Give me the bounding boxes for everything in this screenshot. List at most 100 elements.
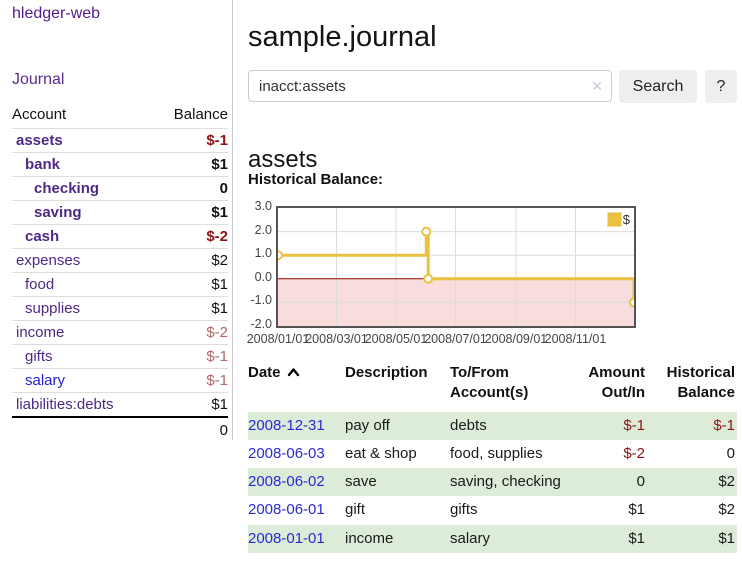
search-button[interactable]: Search [619, 70, 697, 103]
account-balance: $1 [211, 156, 228, 173]
transaction-date-link[interactable]: 2008-06-01 [248, 501, 325, 519]
y-axis-tick-label: 3.0 [254, 199, 272, 213]
y-axis-tick-label: 2.0 [254, 222, 272, 237]
y-axis-tick-label: -1.0 [250, 293, 272, 308]
account-link[interactable]: salary [25, 372, 66, 389]
x-axis-tick-label: 2008/07/01 [424, 332, 487, 346]
account-row: checking 0 [12, 176, 228, 200]
txn-description-cell: save [345, 473, 377, 490]
account-link[interactable]: assets [16, 132, 63, 149]
transaction-row: 2008-06-03 eat & shop food, supplies $-2 0 [248, 440, 737, 468]
txn-accounts-cell: saving, checking [450, 473, 561, 490]
txn-amount-cell: $-1 [623, 416, 645, 434]
legend-swatch [606, 212, 622, 227]
accounts-header-account: Account [12, 106, 67, 123]
txn-accounts-cell: salary [450, 529, 491, 547]
txn-amount-cell: 0 [636, 473, 645, 490]
column-header-accounts: To/From Account(s) [450, 361, 570, 412]
account-balance: $-2 [206, 228, 228, 245]
account-row: food $1 [12, 272, 228, 296]
txn-balance-cell: $1 [718, 529, 735, 547]
txn-date-cell[interactable]: 2008-01-01 [248, 525, 345, 553]
y-axis-tick-label: -2.0 [250, 317, 272, 331]
account-link[interactable]: liabilities:debts [16, 396, 114, 413]
balance-chart: $ 3.0 2.0 1.0 0.0 -1.0 -2.0 2008/01/01 2008/03/… [246, 199, 666, 351]
transaction-date-link[interactable]: 2008-06-03 [248, 444, 325, 462]
chevron-up-icon [287, 363, 300, 383]
account-row: gifts $-1 [12, 344, 228, 368]
account-row: expenses $2 [12, 248, 228, 272]
x-axis-tick-label: 2008/09/01 [484, 332, 548, 346]
account-link[interactable]: cash [25, 228, 60, 245]
account-balance: $-1 [206, 132, 228, 149]
transaction-row: 2008-01-01 income salary $1 $1 [248, 524, 737, 553]
search-input[interactable] [248, 70, 612, 102]
column-header-balance-line2: Balance [677, 384, 735, 402]
help-button[interactable]: ? [705, 70, 737, 103]
chart-legend: $ [606, 212, 630, 227]
txn-date-cell[interactable]: 2008-12-31 [248, 412, 345, 440]
account-row: bank $1 [12, 152, 228, 176]
account-heading: assets [248, 145, 318, 173]
app-brand-link[interactable]: hledger-web [12, 5, 101, 22]
transaction-date-link[interactable]: 2008-12-31 [248, 416, 325, 434]
txn-description-cell: eat & shop [345, 444, 417, 462]
x-axis-tick-label: 2008/05/01 [364, 332, 428, 346]
account-row: income $-2 [12, 320, 228, 344]
accounts-total-row: 0 [12, 418, 228, 443]
account-link[interactable]: food [25, 276, 55, 293]
column-header-accounts-line1: To/From [450, 364, 509, 381]
accounts-total-value: 0 [219, 422, 228, 439]
account-link[interactable]: supplies [25, 300, 81, 317]
transaction-date-link[interactable]: 2008-01-01 [248, 529, 325, 547]
txn-description-cell: gift [345, 501, 366, 519]
txn-accounts-cell: debts [450, 416, 487, 434]
account-link[interactable]: expenses [16, 252, 81, 269]
account-link[interactable]: income [16, 324, 65, 341]
transaction-row: 2008-06-01 gift gifts $1 $2 [248, 496, 737, 524]
txn-balance-cell: $-1 [713, 416, 735, 434]
account-row: assets $-1 [12, 128, 228, 152]
txn-description-cell: income [345, 529, 394, 547]
account-row: liabilities:debts $1 [12, 392, 228, 418]
account-link[interactable]: bank [25, 156, 61, 173]
chart-canvas [278, 208, 634, 326]
column-header-date[interactable]: Date [248, 361, 345, 412]
account-link[interactable]: checking [34, 180, 100, 197]
account-balance: $-2 [206, 324, 228, 341]
transaction-row: 2008-12-31 pay off debts $-1 $-1 [248, 411, 737, 440]
txn-date-cell[interactable]: 2008-06-01 [248, 496, 345, 524]
txn-amount-cell: $-2 [623, 444, 645, 462]
txn-date-cell[interactable]: 2008-06-03 [248, 440, 345, 468]
accounts-table: Account Balance assets $-1 bank $1 checking 0… [12, 103, 228, 443]
y-axis-tick-label: 0.0 [254, 269, 272, 284]
txn-balance-cell: $2 [718, 473, 735, 490]
account-balance: $1 [211, 396, 228, 413]
column-header-amount-line2: Out/In [601, 384, 645, 402]
sidebar-item-journal[interactable]: Journal [12, 71, 65, 88]
txn-balance-cell: $2 [718, 501, 735, 519]
account-row: cash $-2 [12, 224, 228, 248]
chart-title: Historical Balance: [248, 171, 384, 188]
column-header-date-label: Date [248, 364, 281, 381]
column-header-amount: Amount Out/In [570, 361, 647, 412]
search-clear-icon[interactable]: ✕ [591, 78, 603, 94]
txn-accounts-cell: food, supplies [450, 444, 543, 462]
y-axis-tick-label: 1.0 [254, 246, 272, 261]
x-axis-tick-label: 2008/11/01 [544, 332, 607, 346]
txn-balance-cell: 0 [726, 444, 735, 462]
page-title: sample.journal [248, 21, 437, 54]
transaction-date-link[interactable]: 2008-06-02 [248, 473, 325, 490]
transaction-row: 2008-06-02 save saving, checking 0 $2 [248, 468, 737, 497]
account-balance: $-1 [206, 372, 228, 389]
txn-date-cell[interactable]: 2008-06-02 [248, 468, 345, 496]
column-header-balance: Historical Balance [647, 361, 737, 412]
account-link[interactable]: gifts [25, 348, 53, 365]
account-balance: $-1 [206, 348, 228, 365]
txn-amount-cell: $1 [628, 529, 645, 547]
account-link[interactable]: saving [34, 204, 82, 221]
legend-label: $ [622, 212, 630, 227]
transactions-header-row: Date Description To/From Account(s) Amou… [248, 361, 737, 412]
column-header-amount-line1: Amount [588, 364, 645, 381]
accounts-table-header: Account Balance [12, 103, 228, 128]
